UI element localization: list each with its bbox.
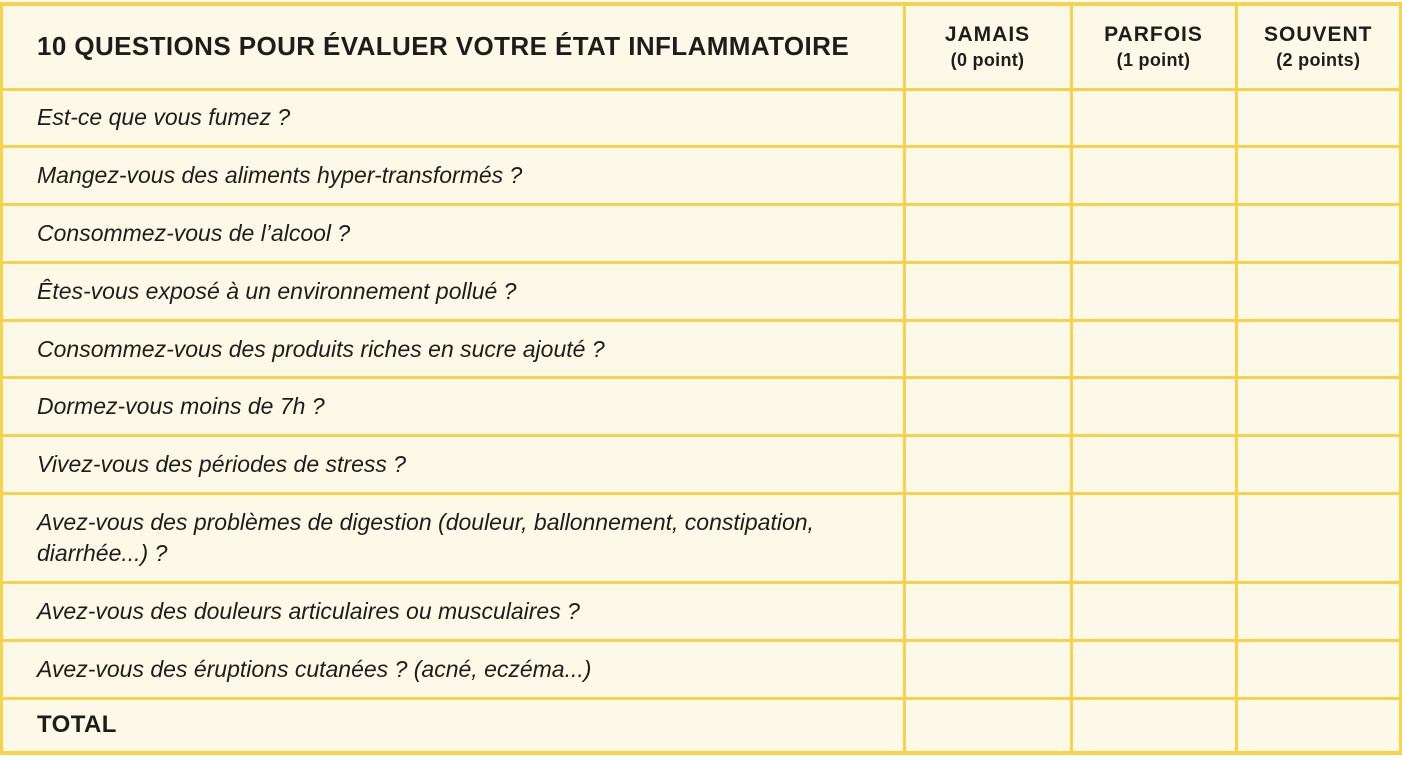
question-row: Êtes-vous exposé à un environnement poll… — [0, 260, 1402, 322]
answer-cell-jamais[interactable] — [902, 581, 1073, 642]
table-title: 10 QUESTIONS POUR ÉVALUER VOTRE ÉTAT INF… — [0, 2, 906, 91]
answer-cell-jamais[interactable] — [902, 376, 1073, 438]
answer-cell-souvent[interactable] — [1234, 434, 1402, 495]
answer-cell-jamais[interactable] — [902, 434, 1073, 495]
total-cell-parfois[interactable] — [1069, 696, 1238, 755]
column-label: PARFOIS — [1104, 23, 1203, 47]
answer-cell-jamais[interactable] — [902, 491, 1073, 585]
column-label: SOUVENT — [1263, 23, 1373, 47]
total-cell-jamais[interactable] — [902, 696, 1073, 755]
answer-cell-souvent[interactable] — [1234, 638, 1402, 700]
question-text: Consommez-vous des produits riches en su… — [0, 318, 906, 380]
column-points: (2 points) — [1276, 49, 1361, 70]
answer-cell-jamais[interactable] — [902, 260, 1073, 322]
column-label: JAMAIS — [944, 23, 1031, 47]
question-row: Avez-vous des douleurs articulaires ou m… — [0, 581, 1402, 642]
question-row: Vivez-vous des périodes de stress ? — [0, 434, 1402, 495]
answer-cell-parfois[interactable] — [1069, 145, 1238, 207]
answer-cell-souvent[interactable] — [1234, 491, 1402, 585]
answer-cell-jamais[interactable] — [902, 203, 1073, 264]
column-header-parfois: PARFOIS (1 point) — [1069, 2, 1238, 91]
question-text: Consommez-vous de l’alcool ? — [0, 203, 906, 264]
question-row: Avez-vous des éruptions cutanées ? (acné… — [0, 638, 1402, 700]
question-text: Avez-vous des éruptions cutanées ? (acné… — [0, 638, 906, 700]
total-cell-souvent[interactable] — [1234, 696, 1402, 755]
question-row: Consommez-vous de l’alcool ? — [0, 203, 1402, 264]
answer-cell-parfois[interactable] — [1069, 638, 1238, 700]
answer-cell-parfois[interactable] — [1069, 581, 1238, 642]
answer-cell-parfois[interactable] — [1069, 318, 1238, 380]
answer-cell-souvent[interactable] — [1234, 318, 1402, 380]
question-text: Est-ce que vous fumez ? — [0, 87, 906, 149]
answer-cell-parfois[interactable] — [1069, 203, 1238, 264]
total-row: TOTAL — [0, 696, 1402, 755]
answer-cell-jamais[interactable] — [902, 145, 1073, 207]
answer-cell-souvent[interactable] — [1234, 203, 1402, 264]
question-row: Est-ce que vous fumez ? — [0, 87, 1402, 149]
answer-cell-souvent[interactable] — [1234, 145, 1402, 207]
answer-cell-parfois[interactable] — [1069, 434, 1238, 495]
answer-cell-souvent[interactable] — [1234, 376, 1402, 438]
question-text: Mangez-vous des aliments hyper-transform… — [0, 145, 906, 207]
question-text: Êtes-vous exposé à un environnement poll… — [0, 260, 906, 322]
question-text: Dormez-vous moins de 7h ? — [0, 376, 906, 438]
answer-cell-souvent[interactable] — [1234, 581, 1402, 642]
header-row: 10 QUESTIONS POUR ÉVALUER VOTRE ÉTAT INF… — [0, 2, 1402, 91]
column-header-souvent: SOUVENT (2 points) — [1234, 2, 1402, 91]
answer-cell-souvent[interactable] — [1234, 260, 1402, 322]
total-label: TOTAL — [0, 696, 906, 755]
question-row: Mangez-vous des aliments hyper-transform… — [0, 145, 1402, 207]
question-text: Avez-vous des douleurs articulaires ou m… — [0, 581, 906, 642]
column-points: (1 point) — [1116, 49, 1191, 70]
answer-cell-parfois[interactable] — [1069, 87, 1238, 149]
column-header-jamais: JAMAIS (0 point) — [902, 2, 1073, 91]
answer-cell-parfois[interactable] — [1069, 260, 1238, 322]
column-points: (0 point) — [950, 49, 1025, 70]
answer-cell-jamais[interactable] — [902, 638, 1073, 700]
question-row: Dormez-vous moins de 7h ? — [0, 376, 1402, 438]
answer-cell-souvent[interactable] — [1234, 87, 1402, 149]
answer-cell-jamais[interactable] — [902, 87, 1073, 149]
question-row: Avez-vous des problèmes de digestion (do… — [0, 491, 1402, 585]
question-text: Avez-vous des problèmes de digestion (do… — [0, 491, 906, 585]
answer-cell-jamais[interactable] — [902, 318, 1073, 380]
question-text: Vivez-vous des périodes de stress ? — [0, 434, 906, 495]
answer-cell-parfois[interactable] — [1069, 491, 1238, 585]
answer-cell-parfois[interactable] — [1069, 376, 1238, 438]
question-row: Consommez-vous des produits riches en su… — [0, 318, 1402, 380]
